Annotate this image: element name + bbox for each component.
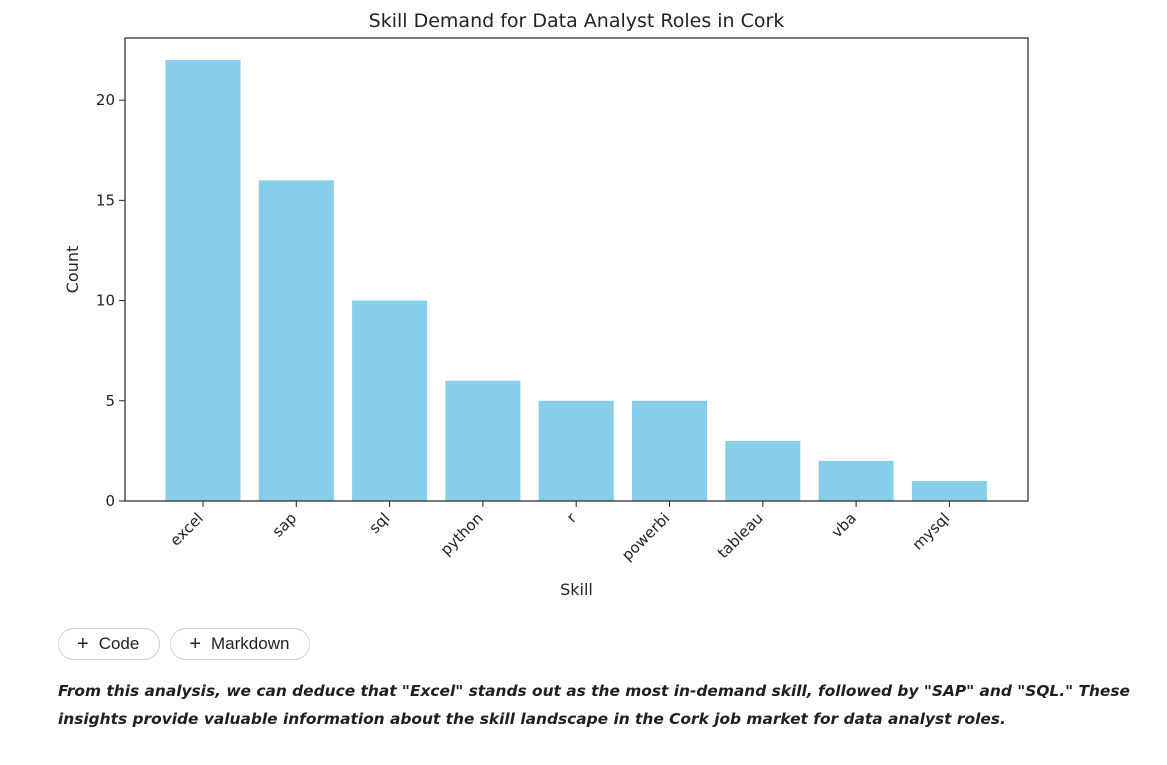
x-tick-label: sap: [269, 509, 300, 540]
cell-toolbar: + Code + Markdown: [58, 628, 311, 660]
y-tick-label: 5: [105, 392, 115, 410]
bar: [632, 400, 707, 501]
x-tick-label: mysql: [909, 509, 954, 554]
add-markdown-button[interactable]: + Markdown: [170, 628, 311, 660]
y-tick-label: 10: [96, 292, 115, 310]
chart-output: Skill Demand for Data Analyst Roles in C…: [63, 10, 1029, 599]
add-markdown-label: Markdown: [211, 634, 290, 653]
x-tick-label: python: [437, 509, 487, 559]
bar-chart: Skill Demand for Data Analyst Roles in C…: [63, 10, 1029, 599]
y-axis-label: Count: [63, 246, 82, 294]
bar: [911, 480, 987, 501]
bar: [445, 380, 521, 501]
y-tick-label: 15: [96, 191, 115, 209]
plus-icon: +: [189, 633, 202, 655]
x-tick-label: tableau: [714, 509, 767, 562]
bar: [352, 300, 428, 501]
bar: [258, 180, 334, 501]
x-tick-label: vba: [828, 509, 860, 541]
markdown-cell-text: From this analysis, we can deduce that "…: [58, 682, 1130, 728]
bar: [165, 60, 241, 502]
add-code-label: Code: [98, 634, 140, 653]
bar: [538, 400, 614, 501]
y-tick-label: 20: [96, 91, 115, 109]
x-tick-label: powerbi: [618, 509, 673, 564]
bar: [818, 460, 894, 501]
x-tick-label: sql: [365, 509, 393, 537]
plus-icon: +: [77, 633, 89, 655]
x-axis-label: Skill: [560, 580, 593, 599]
x-tick-label: r: [563, 509, 581, 527]
y-tick-label: 0: [105, 492, 115, 510]
chart-title: Skill Demand for Data Analyst Roles in C…: [369, 10, 785, 32]
add-code-button[interactable]: + Code: [58, 628, 161, 660]
bar: [725, 440, 801, 501]
x-tick-label: excel: [166, 509, 206, 549]
